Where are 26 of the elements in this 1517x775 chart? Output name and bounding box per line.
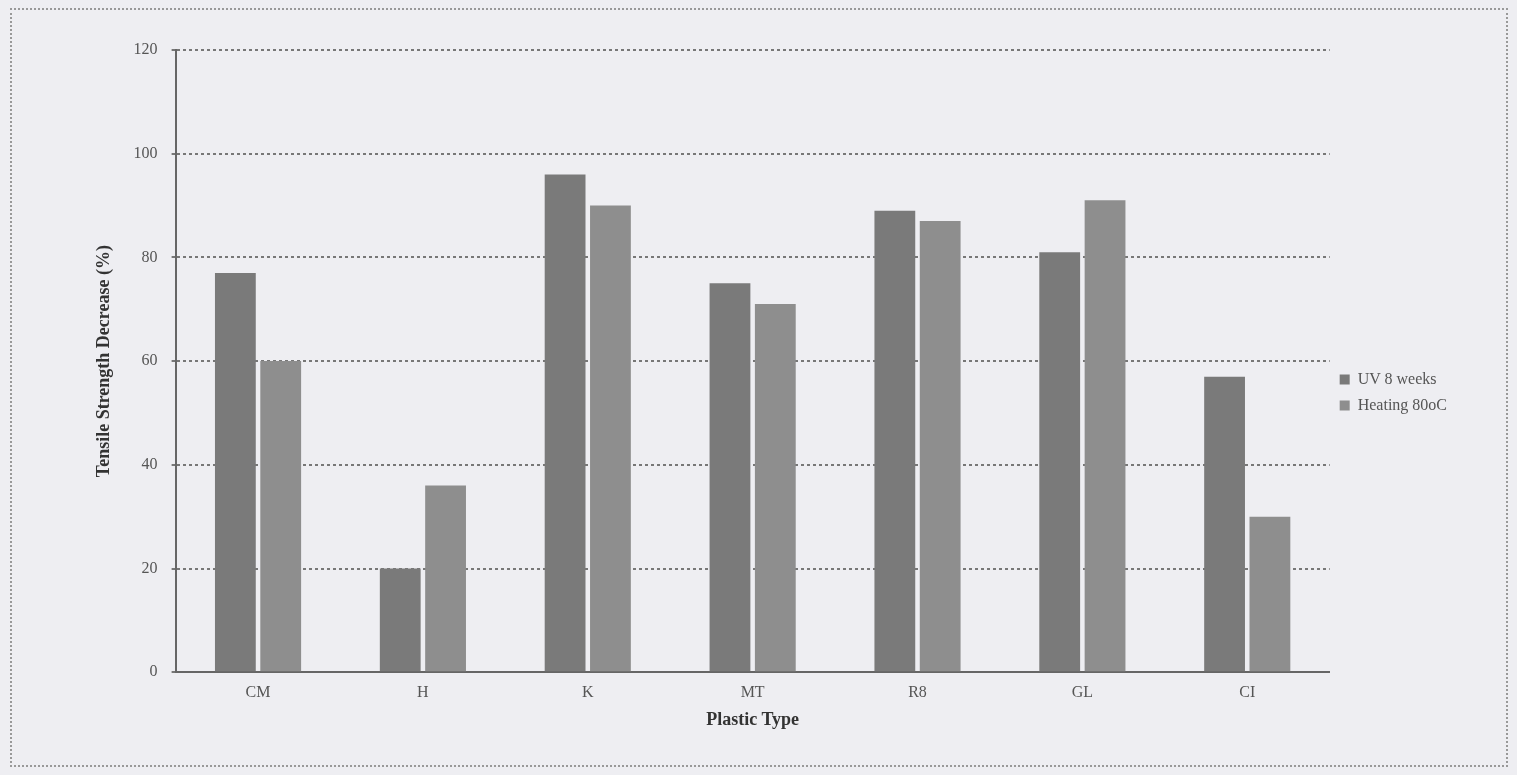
y-tick-label: 0 <box>149 662 158 680</box>
x-tick-label: R8 <box>908 683 927 700</box>
bar <box>919 221 961 672</box>
x-tick-label: GL <box>1071 683 1094 700</box>
x-tick-label: MT <box>740 683 765 700</box>
bar <box>1249 516 1291 672</box>
bar <box>1084 200 1126 672</box>
bar <box>754 304 796 672</box>
x-tick-label: CM <box>245 683 271 700</box>
x-tick-label: CI <box>1239 683 1256 700</box>
y-tick-label: 80 <box>141 247 158 265</box>
x-tick-label: H <box>417 683 430 700</box>
y-tick-label: 20 <box>141 558 158 576</box>
bar <box>590 205 631 672</box>
bar <box>425 485 466 672</box>
y-tick-label: 40 <box>141 455 158 472</box>
y-axis-title: Tensile Strength Decrease (%) <box>93 245 115 478</box>
x-tick-label: K <box>581 683 594 700</box>
bar <box>709 283 751 672</box>
legend-label: UV 8 weeks <box>1357 369 1437 387</box>
y-tick-label: 120 <box>133 40 158 58</box>
x-axis-title: Plastic Type <box>706 708 800 729</box>
bar <box>260 361 302 672</box>
y-tick-label: 60 <box>141 351 158 369</box>
y-tick-label: 100 <box>133 143 158 161</box>
legend-label: Heating 80oC <box>1357 395 1448 414</box>
